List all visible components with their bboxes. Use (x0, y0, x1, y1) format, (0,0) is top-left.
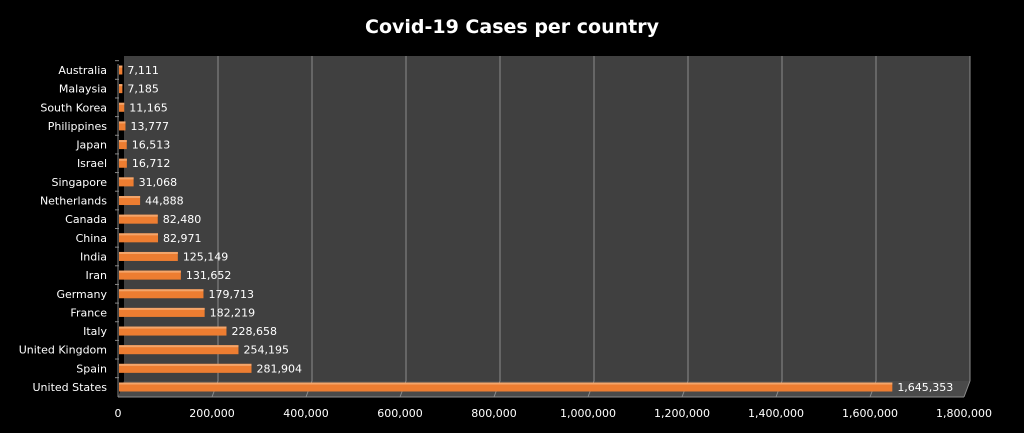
category-label: United Kingdom (19, 344, 107, 357)
back-wall (124, 56, 970, 381)
bar-top (119, 326, 227, 329)
bar-top (119, 140, 127, 143)
data-label: 228,658 (231, 325, 276, 338)
bar (119, 382, 893, 392)
data-label: 82,480 (163, 213, 202, 226)
x-tick-label: 1,600,000 (842, 407, 898, 420)
bar-top (119, 102, 125, 105)
data-label: 16,712 (132, 157, 171, 170)
bar-top (119, 177, 134, 180)
bar (119, 140, 127, 150)
data-label: 7,185 (127, 83, 159, 96)
x-tick-label: 400,000 (283, 407, 329, 420)
category-label: Netherlands (40, 195, 107, 208)
data-label: 182,219 (210, 306, 256, 319)
data-label: 44,888 (145, 195, 184, 208)
x-tick-label: 600,000 (377, 407, 423, 420)
bar (119, 158, 127, 168)
data-label: 7,111 (127, 64, 158, 77)
category-label: France (70, 306, 107, 319)
data-label: 1,645,353 (897, 381, 953, 394)
gridline-floor (963, 380, 971, 398)
category-label: Iran (86, 269, 108, 282)
bar (119, 326, 227, 336)
bar (119, 307, 205, 317)
bar-top (119, 84, 123, 87)
category-label: Canada (65, 213, 107, 226)
category-label: Japan (75, 139, 107, 152)
category-label: Israel (77, 157, 107, 170)
bar-top (119, 121, 126, 124)
bar (119, 177, 134, 187)
chart-title: Covid-19 Cases per country (365, 16, 660, 38)
bar-top (119, 196, 141, 199)
x-tick-label: 1,000,000 (560, 407, 616, 420)
category-label: Germany (56, 288, 107, 301)
data-label: 11,165 (129, 101, 168, 114)
category-label: Spain (76, 362, 107, 375)
data-label: 16,513 (132, 139, 171, 152)
x-tick-label: 1,200,000 (654, 407, 710, 420)
bar (119, 84, 123, 94)
bar-top (119, 270, 181, 273)
bar (119, 289, 204, 299)
category-label: United States (33, 381, 108, 394)
bar (119, 214, 158, 224)
bar (119, 251, 178, 261)
category-label: Philippines (48, 120, 108, 133)
bar-top (119, 307, 205, 310)
bar (119, 102, 125, 112)
bar (119, 65, 123, 75)
bar (119, 233, 158, 243)
bar (119, 270, 181, 280)
x-tick-label: 1,800,000 (936, 407, 992, 420)
data-label: 131,652 (186, 269, 232, 282)
bar-top (119, 214, 158, 217)
data-label: 254,195 (243, 344, 289, 357)
bar-top (119, 289, 204, 292)
data-label: 179,713 (208, 288, 254, 301)
category-label: China (76, 232, 107, 245)
category-label: Singapore (52, 176, 108, 189)
category-label: South Korea (40, 101, 107, 114)
bar-top (119, 158, 127, 161)
data-label: 125,149 (183, 250, 229, 263)
category-label: India (80, 250, 107, 263)
bar (119, 196, 141, 206)
bar-top (119, 251, 178, 254)
data-label: 31,068 (139, 176, 178, 189)
x-tick-label: 1,400,000 (748, 407, 804, 420)
data-label: 13,777 (130, 120, 169, 133)
bar (119, 345, 239, 355)
bar-top (119, 65, 123, 68)
x-tick-label: 0 (115, 407, 122, 420)
bar (119, 363, 252, 373)
data-label: 82,971 (163, 232, 202, 245)
data-label: 281,904 (256, 362, 302, 375)
x-tick-label: 200,000 (189, 407, 235, 420)
category-label: Australia (58, 64, 107, 77)
bar-top (119, 233, 158, 236)
bar-top (119, 363, 252, 366)
x-tick-label: 800,000 (471, 407, 517, 420)
bar-top (119, 382, 893, 385)
bar-top (119, 345, 239, 348)
category-label: Malaysia (59, 83, 107, 96)
category-label: Italy (83, 325, 107, 338)
bar (119, 121, 126, 131)
